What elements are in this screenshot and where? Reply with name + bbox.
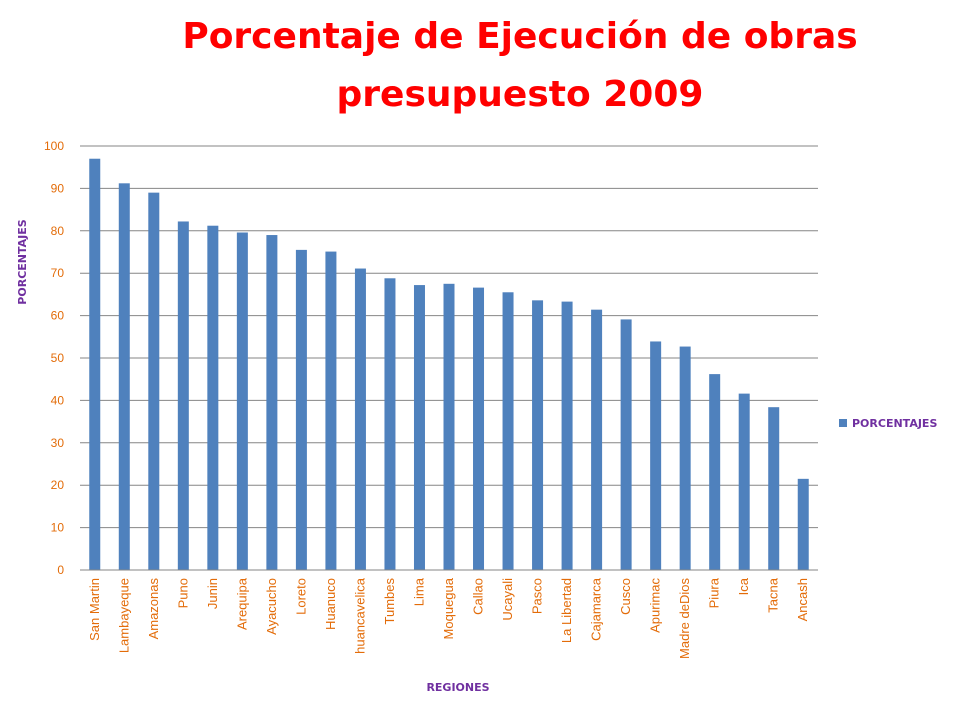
x-tick-label: San Martin <box>87 578 102 641</box>
x-tick-label: Ancash <box>795 578 810 621</box>
bars <box>89 158 809 571</box>
x-tick-label: Huanuco <box>323 578 338 630</box>
x-tick-label: Cusco <box>618 578 633 615</box>
x-axis-title: REGIONES <box>426 681 489 694</box>
y-tick-label: 90 <box>51 181 65 195</box>
bar <box>797 478 809 570</box>
legend: PORCENTAJES <box>839 417 937 430</box>
x-tick-label: Piura <box>707 577 722 608</box>
y-tick-label: 10 <box>51 521 65 535</box>
bar <box>709 374 721 570</box>
bar <box>473 287 485 570</box>
x-tick-label: Lima <box>411 577 426 606</box>
x-tick-label: Callao <box>471 578 486 615</box>
y-axis-ticks: 0 10 20 30 40 50 60 70 80 90 100 <box>44 139 64 577</box>
x-tick-label: La Libertad <box>559 578 574 643</box>
x-tick-label: Ayacucho <box>264 578 279 635</box>
bar <box>207 225 219 570</box>
y-axis-title: PORCENTAJES <box>16 219 29 304</box>
bar <box>738 393 750 570</box>
bar <box>413 285 425 570</box>
bar <box>177 221 189 571</box>
bar <box>679 346 691 570</box>
chart-title-line-2: presupuesto 2009 <box>336 74 704 115</box>
y-tick-label: 100 <box>44 139 64 153</box>
y-tick-label: 50 <box>51 351 65 365</box>
x-tick-label: Ucayali <box>500 578 515 621</box>
x-tick-label: Arequipa <box>234 577 249 630</box>
bar <box>118 183 130 570</box>
bar <box>148 192 160 570</box>
bar <box>354 268 366 570</box>
x-tick-label: Loreto <box>293 578 308 615</box>
legend-label: PORCENTAJES <box>852 417 937 430</box>
x-tick-label: huancavelica <box>352 577 367 654</box>
bar <box>591 309 603 570</box>
bar <box>532 300 544 570</box>
bar <box>295 249 307 570</box>
x-tick-label: Madre deDios <box>677 578 692 659</box>
chart-title-line-1: Porcentaje de Ejecución de obras <box>182 16 858 57</box>
bar <box>89 158 101 570</box>
y-tick-label: 20 <box>51 478 65 492</box>
x-tick-label: Amazonas <box>146 578 161 640</box>
x-tick-label: Pasco <box>530 578 545 614</box>
x-tick-label: Ica <box>736 577 751 595</box>
bar <box>561 301 573 570</box>
bar <box>236 232 248 570</box>
x-tick-label: Lambayeque <box>116 578 131 653</box>
y-tick-label: 40 <box>51 393 65 407</box>
x-axis-ticks: San Martin Lambayeque Amazonas Puno Junin Are… <box>87 577 810 659</box>
bar <box>502 292 514 570</box>
x-tick-label: Apurimac <box>648 578 663 633</box>
x-tick-label: Tumbes <box>382 578 397 625</box>
y-tick-label: 60 <box>51 309 65 323</box>
x-tick-label: Junin <box>205 578 220 609</box>
bar <box>620 319 632 570</box>
bar <box>384 278 396 570</box>
bar <box>443 283 455 570</box>
bar <box>266 235 278 571</box>
bar <box>768 407 780 570</box>
legend-swatch <box>839 419 847 427</box>
x-tick-label: Cajamarca <box>589 577 604 641</box>
y-tick-label: 0 <box>57 563 64 577</box>
x-tick-label: Moquegua <box>441 577 456 639</box>
bar <box>325 251 337 571</box>
x-tick-label: Puno <box>175 578 190 608</box>
y-tick-label: 70 <box>51 266 65 280</box>
chart-title: Porcentaje de Ejecución de obras presupu… <box>120 8 920 124</box>
x-tick-label: Tacna <box>766 577 781 612</box>
y-tick-label: 30 <box>51 436 65 450</box>
y-tick-label: 80 <box>51 224 65 238</box>
bar <box>650 341 662 570</box>
